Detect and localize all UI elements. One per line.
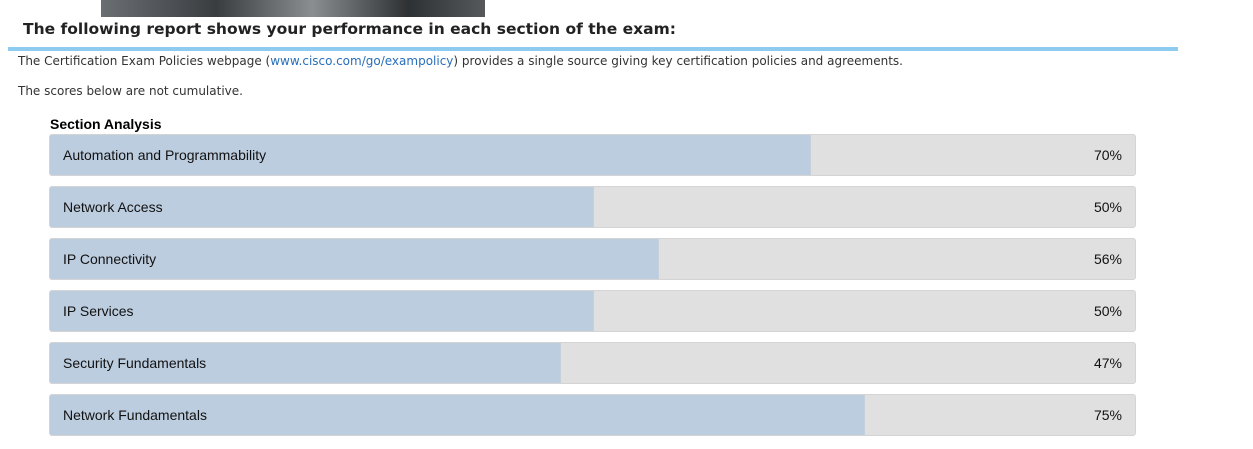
divider	[8, 47, 1178, 51]
bar	[50, 135, 811, 175]
bar-track: IP Services 50%	[49, 290, 1136, 332]
bar	[50, 395, 865, 435]
policy-link[interactable]: www.cisco.com/go/exampolicy	[270, 54, 454, 68]
text: The Certification Exam Policies webpage …	[18, 54, 271, 68]
note: The scores below are not cumulative.	[18, 84, 243, 98]
photo	[101, 0, 485, 17]
bar	[50, 187, 594, 227]
bar	[50, 343, 561, 383]
section-title: Section Analysis	[50, 116, 162, 132]
bar-track: Automation and Programmability 70%	[49, 134, 1136, 176]
policy-text: The Certification Exam Policies webpage …	[18, 54, 903, 68]
section-label: IP Services	[63, 303, 134, 319]
bar	[50, 239, 659, 279]
section-label: IP Connectivity	[63, 251, 157, 267]
bar-track: Network Fundamentals 75%	[49, 394, 1136, 436]
bar-track: IP Connectivity 56%	[49, 238, 1136, 280]
text: ) provides a single source giving key ce…	[453, 54, 903, 68]
section-label: Network Access	[63, 199, 163, 215]
score-label: 47%	[1093, 355, 1122, 371]
section-label: Network Fundamentals	[63, 407, 207, 423]
score-label: 50%	[1093, 303, 1122, 319]
score-label: 50%	[1093, 199, 1122, 215]
bar	[50, 291, 594, 331]
section-label: Automation and Programmability	[63, 147, 267, 163]
bar-track: Network Access 50%	[49, 186, 1136, 228]
report-title: The following report shows your performa…	[23, 20, 676, 38]
bar-track: Security Fundamentals 47%	[49, 342, 1136, 384]
score-label: 75%	[1093, 407, 1122, 423]
section-label: Security Fundamentals	[63, 355, 207, 371]
score-label: 70%	[1093, 147, 1122, 163]
score-label: 56%	[1093, 251, 1122, 267]
